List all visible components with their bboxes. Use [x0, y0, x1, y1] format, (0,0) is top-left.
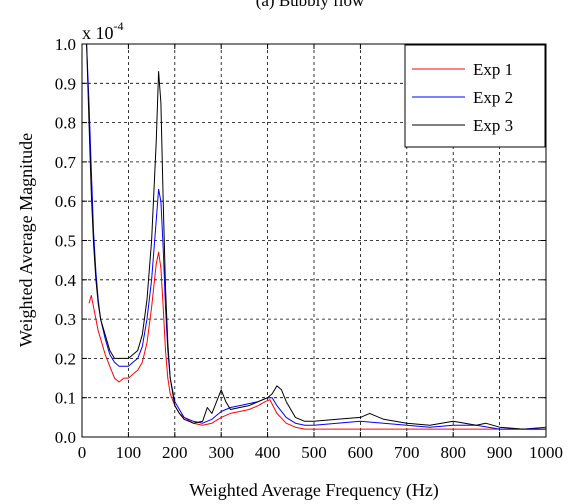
- x-tick-label: 900: [487, 443, 513, 462]
- x-tick-label: 600: [348, 443, 374, 462]
- y-tick-label: 0.1: [55, 389, 76, 408]
- series-line-exp-2: [86, 43, 547, 430]
- x-tick-label: 100: [116, 443, 142, 462]
- y-tick-label: 0.0: [55, 428, 76, 447]
- y-multiplier-exponent: -4: [114, 19, 124, 33]
- x-tick-label: 800: [440, 443, 466, 462]
- y-tick-label: 1.0: [55, 35, 76, 54]
- y-tick-label: 0.2: [55, 349, 76, 368]
- y-tick-label: 0.4: [55, 271, 77, 290]
- legend: Exp 1 Exp 2 Exp 3: [404, 44, 546, 148]
- x-tick-label: 300: [208, 443, 234, 462]
- legend-label-exp-2: Exp 2: [473, 88, 513, 107]
- series-line-exp-1: [88, 251, 546, 430]
- series-layer: [86, 43, 547, 430]
- x-tick-labels: 0 100 200 300 400 500 600 700 800 900 1000: [78, 443, 563, 462]
- x-tick-label: 400: [255, 443, 281, 462]
- legend-label-exp-1: Exp 1: [473, 60, 513, 79]
- y-tick-labels: 0.0 0.1 0.2 0.3 0.4 0.5 0.6 0.7 0.8 0.9 1.0: [55, 35, 77, 447]
- legend-label-exp-3: Exp 3: [473, 116, 513, 135]
- series-line-exp-3: [86, 43, 546, 430]
- x-tick-label: 1000: [529, 443, 563, 462]
- y-tick-label: 0.6: [55, 192, 76, 211]
- chart-title: (a) Bubbly flow: [256, 0, 365, 10]
- y-multiplier-base: x 10: [82, 23, 114, 43]
- x-tick-label: 500: [301, 443, 327, 462]
- y-tick-label: 0.5: [55, 232, 76, 251]
- y-tick-label: 0.7: [55, 153, 77, 172]
- x-tick-label: 700: [394, 443, 420, 462]
- y-tick-label: 0.9: [55, 74, 76, 93]
- y-tick-label: 0.3: [55, 310, 76, 329]
- x-axis-title: Weighted Average Frequency (Hz): [189, 480, 439, 501]
- y-multiplier: x 10-4: [82, 19, 124, 43]
- legend-box: [404, 44, 546, 148]
- y-tick-label: 0.8: [55, 114, 76, 133]
- x-tick-label: 0: [78, 443, 87, 462]
- x-tick-label: 200: [162, 443, 188, 462]
- y-axis-title: Weighted Average Magnitude: [16, 133, 36, 347]
